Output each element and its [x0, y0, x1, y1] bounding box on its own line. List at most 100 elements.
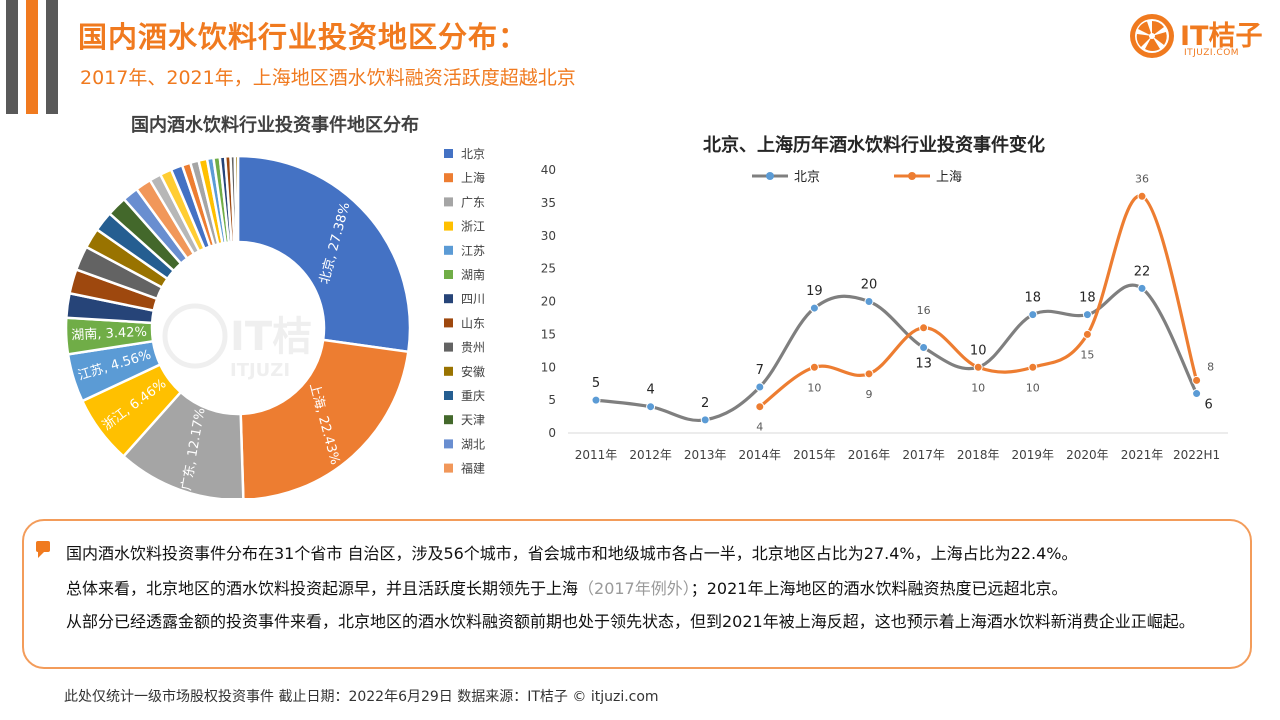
data-point-上海 [809, 362, 819, 372]
note-line-3: 从部分已经透露金额的投资事件来看，北京地区的酒水饮料融资额前期也处于领先状态，但… [66, 612, 1195, 631]
series-line-北京 [595, 283, 1199, 423]
data-point-上海 [973, 362, 983, 372]
line-chart-title: 北京、上海历年酒水饮料行业投资事件变化 [703, 134, 1045, 156]
line-chart: 北京、上海历年酒水饮料行业投资事件变化 05101520253035402011… [541, 134, 1228, 462]
legend-label: 重庆 [461, 389, 485, 403]
data-point-北京 [1028, 310, 1038, 320]
legend-label: 湖北 [461, 436, 485, 451]
donut-slices [64, 154, 412, 498]
line-series: 5 4 2 7 19 20 13 10 18 18 22 6 4 10 9 16 10 10 15 36 8 [591, 172, 1214, 434]
data-label-上海: 15 [1080, 348, 1094, 361]
data-label-北京: 6 [1204, 398, 1212, 413]
legend-swatch [444, 149, 453, 158]
data-label-北京: 19 [806, 284, 823, 299]
data-point-北京 [1137, 283, 1147, 293]
note-line-2-main: 总体来看，北京地区的酒水饮料投资起源早，并且活跃度长期领先于上海 [66, 579, 579, 598]
data-label-上海: 10 [971, 381, 985, 394]
decor-bar-dark-2 [46, 0, 58, 114]
donut-chart-title: 国内酒水饮料行业投资事件地区分布 [131, 114, 419, 136]
legend-label: 安徽 [461, 364, 485, 379]
data-point-上海 [1082, 329, 1092, 339]
data-label-上海: 4 [756, 421, 763, 434]
y-tick-label: 0 [548, 426, 556, 440]
x-tick-label: 2021年 [1121, 448, 1164, 462]
data-label-上海: 10 [807, 381, 821, 394]
y-tick-label: 30 [541, 229, 556, 243]
data-label-北京: 18 [1079, 291, 1096, 306]
note-line-1: 国内酒水饮料投资事件分布在31个省市 自治区，涉及56个城市，省会城市和地级城市… [66, 544, 1078, 563]
data-point-上海 [1192, 375, 1202, 385]
note-line-2-tail: ；2021年上海地区的酒水饮料融资热度已远超北京。 [690, 579, 1068, 598]
legend-label: 浙江 [461, 220, 485, 234]
legend-label: 四川 [461, 292, 485, 306]
data-label-北京: 10 [970, 343, 987, 358]
donut-slice-上海 [239, 338, 410, 498]
legend-swatch [444, 391, 453, 400]
data-label-北京: 2 [701, 396, 709, 411]
data-point-上海 [864, 369, 874, 379]
data-point-北京 [1192, 389, 1202, 399]
x-tick-label: 2022H1 [1173, 448, 1220, 462]
data-point-北京 [919, 343, 929, 353]
logo-url: ITJUZI.COM [1184, 48, 1240, 58]
decor-bar-orange [26, 0, 38, 114]
y-tick-label: 10 [541, 360, 556, 374]
x-tick-label: 2015年 [793, 448, 836, 462]
page-subtitle: 2017年、2021年，上海地区酒水饮料融资活跃度超越北京 [80, 67, 576, 89]
legend-swatch [444, 294, 453, 304]
data-point-北京 [700, 415, 710, 425]
data-label-上海: 10 [1026, 381, 1040, 394]
x-tick-label: 2011年 [575, 448, 618, 462]
x-tick-label: 2013年 [684, 448, 727, 462]
watermark-sub: ITJUZI [230, 360, 290, 381]
data-point-北京 [755, 382, 765, 392]
x-tick-label: 2012年 [629, 448, 672, 462]
data-label-北京: 4 [646, 383, 654, 398]
legend-swatch [444, 463, 453, 473]
legend-swatch [444, 221, 453, 231]
legend-label: 北京 [794, 170, 820, 185]
data-point-上海 [755, 402, 765, 412]
data-label-上海: 8 [1207, 360, 1214, 373]
legend-swatch [444, 245, 453, 255]
data-label-北京: 20 [861, 278, 878, 293]
legend-marker [908, 172, 916, 180]
footer-source: 此处仅统计一级市场股权投资事件 截止日期：2022年6月29日 数据来源：IT桔… [64, 689, 659, 705]
y-tick-label: 20 [541, 295, 556, 309]
y-tick-label: 15 [541, 327, 556, 341]
donut-slice [233, 154, 240, 244]
legend-label: 天津 [461, 413, 485, 427]
data-label-上海: 36 [1135, 172, 1149, 185]
page-title: 国内酒水饮料行业投资地区分布： [78, 20, 529, 54]
legend-swatch [444, 415, 453, 425]
legend-swatch [444, 270, 453, 279]
data-point-北京 [1082, 310, 1092, 320]
donut-chart: 国内酒水饮料行业投资事件地区分布 IT桔 ITJUZI 北京, 27.38%上海… [64, 114, 485, 498]
legend-swatch [444, 173, 453, 183]
decor-bar-dark [6, 0, 18, 114]
data-label-北京: 5 [592, 376, 600, 391]
donut-slice-北京 [236, 154, 412, 354]
legend-label: 北京 [461, 147, 485, 161]
data-point-北京 [864, 297, 874, 306]
logo-name: IT桔子 [1180, 21, 1263, 52]
legend-marker [766, 172, 774, 180]
legend-label: 湖南 [461, 267, 485, 282]
data-point-北京 [646, 402, 656, 412]
watermark-text: IT桔 [230, 314, 312, 360]
x-tick-label: 2017年 [902, 448, 945, 462]
y-tick-label: 35 [541, 196, 556, 210]
orange-slice-icon [1130, 14, 1174, 58]
legend-swatch [444, 342, 453, 352]
data-point-北京 [809, 303, 819, 313]
notes-box [22, 519, 1252, 669]
data-point-上海 [1137, 191, 1147, 201]
legend-swatch [444, 318, 453, 328]
data-point-上海 [919, 323, 929, 333]
data-label-上海: 9 [866, 388, 873, 401]
x-tick-label: 2018年 [957, 448, 1000, 462]
data-label-北京: 13 [915, 357, 932, 372]
legend-swatch [444, 366, 453, 376]
